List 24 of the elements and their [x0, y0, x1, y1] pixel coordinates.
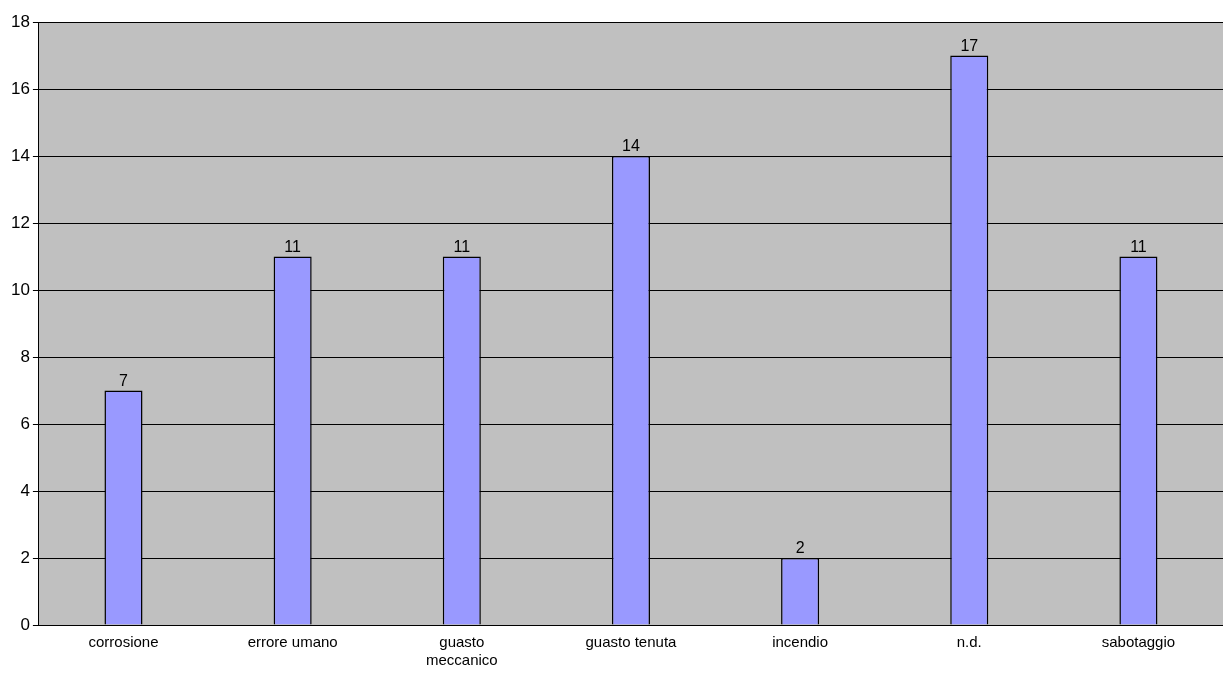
y-tick-label: 14 [10, 145, 30, 165]
x-tick-label: sabotaggio [1101, 633, 1176, 651]
y-tick-label: 18 [10, 11, 30, 31]
x-tick-label: incendio [772, 633, 829, 651]
y-tick-label: 6 [20, 413, 30, 433]
y-tick-label: 4 [20, 480, 30, 500]
x-tick-label: guasto meccanico [425, 633, 498, 669]
data-label: 14 [622, 137, 640, 155]
y-tick-label: 16 [10, 78, 30, 98]
data-label: 11 [453, 237, 471, 255]
x-tick-label: corrosione [88, 633, 159, 651]
x-tick-label: errore umano [247, 633, 338, 651]
y-tick-label: 2 [20, 547, 30, 567]
y-tick-label: 8 [20, 346, 30, 366]
y-tick-label: 0 [20, 614, 30, 634]
y-tick-label: 12 [10, 212, 30, 232]
data-label: 7 [119, 371, 129, 389]
x-tick-label: n.d. [956, 633, 982, 651]
data-label: 11 [284, 237, 302, 255]
data-label: 11 [1130, 237, 1147, 255]
data-label: 2 [795, 539, 805, 557]
data-label: 17 [960, 36, 979, 54]
x-tick-label: guasto tenuta [585, 633, 678, 651]
y-tick-label: 10 [10, 279, 30, 299]
